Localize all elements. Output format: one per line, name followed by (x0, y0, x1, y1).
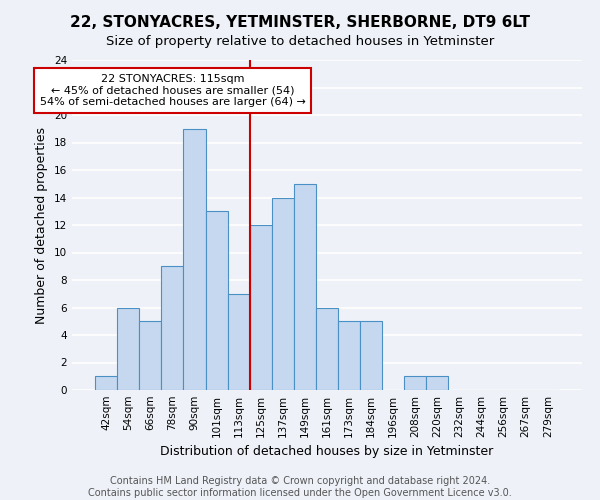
Bar (161, 266, 184, 390)
Text: Contains HM Land Registry data © Crown copyright and database right 2024.
Contai: Contains HM Land Registry data © Crown c… (88, 476, 512, 498)
Bar (139, 322, 161, 390)
Y-axis label: Number of detached properties: Number of detached properties (35, 126, 49, 324)
Text: 22, STONYACRES, YETMINSTER, SHERBORNE, DT9 6LT: 22, STONYACRES, YETMINSTER, SHERBORNE, D… (70, 15, 530, 30)
Bar (404, 376, 427, 390)
Bar (206, 211, 227, 390)
Bar (294, 184, 316, 390)
Bar (117, 308, 139, 390)
Bar (338, 322, 360, 390)
Bar (95, 376, 117, 390)
Bar (227, 294, 250, 390)
Bar (184, 128, 206, 390)
Text: 22 STONYACRES: 115sqm
← 45% of detached houses are smaller (54)
54% of semi-deta: 22 STONYACRES: 115sqm ← 45% of detached … (40, 74, 305, 107)
Bar (272, 198, 294, 390)
Text: Size of property relative to detached houses in Yetminster: Size of property relative to detached ho… (106, 35, 494, 48)
Bar (427, 376, 448, 390)
X-axis label: Distribution of detached houses by size in Yetminster: Distribution of detached houses by size … (160, 446, 494, 458)
Bar (316, 308, 338, 390)
Bar (360, 322, 382, 390)
Bar (250, 225, 272, 390)
